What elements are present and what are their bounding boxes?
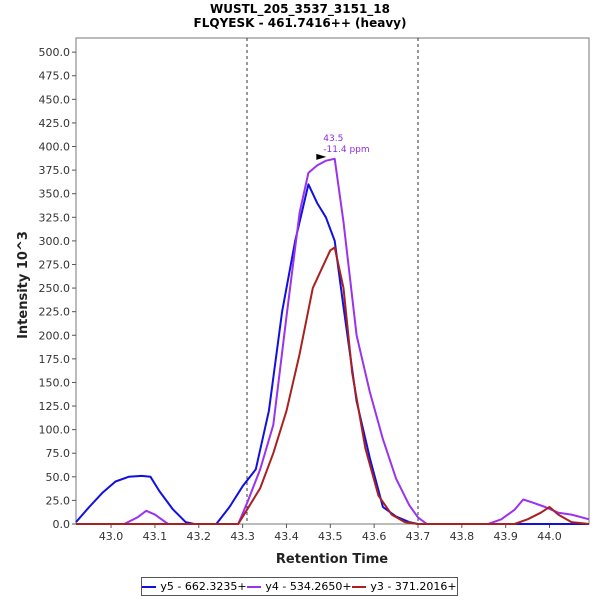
y-tick-label: 125.0 <box>39 400 71 413</box>
y-tick-label: 100.0 <box>39 424 71 437</box>
chart-title: WUSTL_205_3537_3151_18 <box>210 2 390 17</box>
y-tick-label: 450.0 <box>39 93 71 106</box>
peak-annotation-ppm: -11.4 ppm <box>323 145 369 155</box>
y-tick-label: 400.0 <box>39 141 71 154</box>
x-tick-label: 43.9 <box>493 530 518 543</box>
x-tick-label: 43.1 <box>143 530 168 543</box>
y-tick-label: 250.0 <box>39 282 71 295</box>
legend-swatch <box>247 585 262 588</box>
plot-frame <box>75 37 590 525</box>
chart-subtitle: FLQYESK - 461.7416++ (heavy) <box>194 16 407 30</box>
y-tick-label: 500.0 <box>39 46 71 59</box>
plot-area: 0.0 25.0 50.0 75.0 100.0 125.0 150.0 175.0 200.0… <box>39 37 590 543</box>
x-tick-label: 43.4 <box>274 530 299 543</box>
legend-item: y3 - 371.2016+ <box>352 580 457 593</box>
x-tick-label: 43.8 <box>450 530 475 543</box>
y-tick-label: 325.0 <box>39 211 71 224</box>
series-line-y3 <box>76 246 590 525</box>
y-tick-label: 75.0 <box>46 447 71 460</box>
series-line-y5 <box>75 183 589 525</box>
peak-annotation-time: 43.5 <box>323 134 343 144</box>
x-tick-label: 44.0 <box>537 530 562 543</box>
peak-marker-arrow <box>316 153 327 160</box>
y-tick-label: 0.0 <box>53 518 71 531</box>
x-tick-label: 43.5 <box>318 530 343 543</box>
y-tick-label: 375.0 <box>39 164 71 177</box>
y-tick-label: 475.0 <box>39 70 71 83</box>
x-tick-label: 43.0 <box>99 530 124 543</box>
y-tick-label: 350.0 <box>39 188 71 201</box>
x-tick-label: 43.7 <box>406 530 431 543</box>
legend-label: y4 - 534.2650+ <box>265 580 352 593</box>
y-tick-label: 275.0 <box>39 258 71 271</box>
x-tick-label: 43.2 <box>187 530 212 543</box>
y-axis-label: Intensity 10^3 <box>16 231 31 339</box>
legend-label: y3 - 371.2016+ <box>370 580 457 593</box>
legend-item: y4 - 534.2650+ <box>247 580 352 593</box>
legend: y5 - 662.3235+ y4 - 534.2650+ y3 - 371.201… <box>141 577 458 596</box>
y-tick-label: 175.0 <box>39 353 71 366</box>
y-tick-label: 150.0 <box>39 376 71 389</box>
y-tick-label: 425.0 <box>39 117 71 130</box>
y-tick-label: 200.0 <box>39 329 71 342</box>
x-axis-label: Retention Time <box>276 552 388 567</box>
legend-swatch <box>352 585 367 588</box>
legend-item: y5 - 662.3235+ <box>142 580 247 593</box>
x-tick-label: 43.3 <box>230 530 255 543</box>
legend-swatch <box>142 585 157 588</box>
y-tick-label: 300.0 <box>39 235 71 248</box>
legend-label: y5 - 662.3235+ <box>160 580 247 593</box>
y-tick-label: 225.0 <box>39 306 71 319</box>
x-tick-label: 43.6 <box>362 530 387 543</box>
y-tick-label: 25.0 <box>46 494 71 507</box>
y-tick-label: 50.0 <box>46 471 71 484</box>
